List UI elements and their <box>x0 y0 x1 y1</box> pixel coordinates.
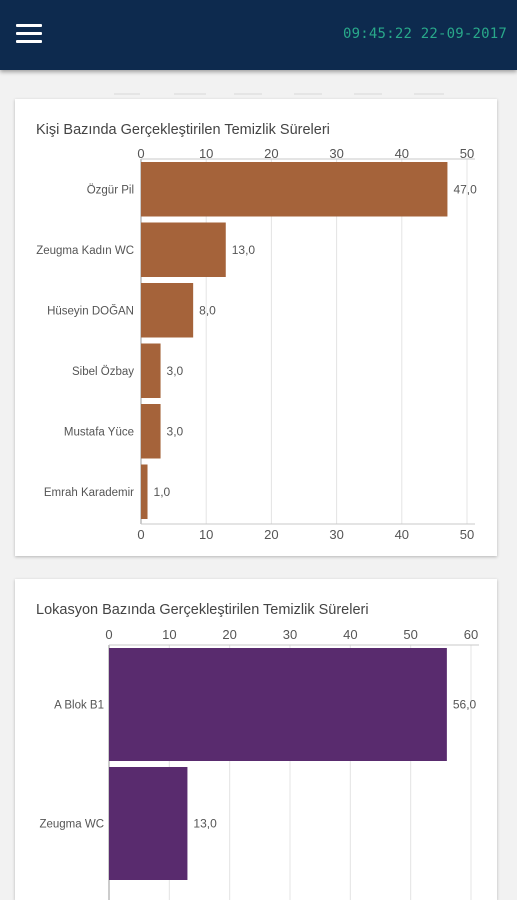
value-label: 3,0 <box>167 364 184 378</box>
category-label: Emrah Karademir <box>44 487 134 499</box>
bar[interactable] <box>141 283 194 338</box>
tick-label: 50 <box>460 146 474 161</box>
tick-label: 40 <box>395 527 409 542</box>
clock-text: 09:45:22 22-09-2017 <box>343 26 507 42</box>
category-label: Zeugma WC <box>39 819 104 831</box>
tick-label: 20 <box>264 146 278 161</box>
bar[interactable] <box>141 343 161 399</box>
category-label: Mustafa Yüce <box>64 426 134 438</box>
tick-label: 30 <box>329 146 343 161</box>
tick-label: 0 <box>137 527 144 542</box>
value-label: 47,0 <box>453 182 477 196</box>
app-bar: 09:45:22 22-09-2017 <box>0 0 517 70</box>
chart-title: Kişi Bazında Gerçekleştirilen Temizlik S… <box>36 122 330 138</box>
tick-label: 10 <box>162 627 176 642</box>
tick-label: 40 <box>395 146 409 161</box>
chart-title: Lokasyon Bazında Gerçekleştirilen Temizl… <box>36 602 369 618</box>
bar[interactable] <box>109 767 188 880</box>
tick-label: 0 <box>105 627 112 642</box>
category-label: A Blok B1 <box>54 700 104 712</box>
tick-label: 60 <box>464 627 478 642</box>
tick-label: 30 <box>329 527 343 542</box>
menu-icon[interactable] <box>16 22 44 46</box>
value-label: 1,0 <box>154 485 171 499</box>
value-label: 13,0 <box>232 243 256 257</box>
tick-label: 30 <box>283 627 297 642</box>
bar[interactable] <box>141 222 226 278</box>
tick-label: 50 <box>460 527 474 542</box>
person-chart-card: Kişi Bazında Gerçekleştirilen Temizlik S… <box>15 99 497 556</box>
value-label: 3,0 <box>167 424 184 438</box>
location-chart-card: Lokasyon Bazında Gerçekleştirilen Temizl… <box>15 579 497 900</box>
bar[interactable] <box>109 648 447 761</box>
background-chart-ticks <box>114 93 444 95</box>
value-label: 13,0 <box>193 817 217 831</box>
bar[interactable] <box>141 404 161 459</box>
category-label: Özgür Pil <box>87 184 134 196</box>
tick-label: 40 <box>343 627 357 642</box>
tick-label: 10 <box>199 527 213 542</box>
bar[interactable] <box>141 162 448 217</box>
category-label: Hüseyin DOĞAN <box>47 304 134 317</box>
tick-label: 10 <box>199 146 213 161</box>
value-label: 56,0 <box>453 698 477 712</box>
tick-label: 0 <box>137 146 144 161</box>
tick-label: 50 <box>403 627 417 642</box>
category-label: Sibel Özbay <box>72 366 134 378</box>
value-label: 8,0 <box>199 303 216 317</box>
person-bar-chart: 0 10 20 30 40 50 0 10 20 30 40 50 Özgür Pil 47,0 Zeugm… <box>36 146 477 542</box>
tick-label: 20 <box>264 527 278 542</box>
location-bar-chart: 0 10 20 30 40 50 60 A Blok B1 56,0 Zeugma WC 13,0 <box>39 627 479 900</box>
category-label: Zeugma Kadın WC <box>36 245 134 257</box>
bar[interactable] <box>141 464 148 520</box>
tick-label: 20 <box>222 627 236 642</box>
